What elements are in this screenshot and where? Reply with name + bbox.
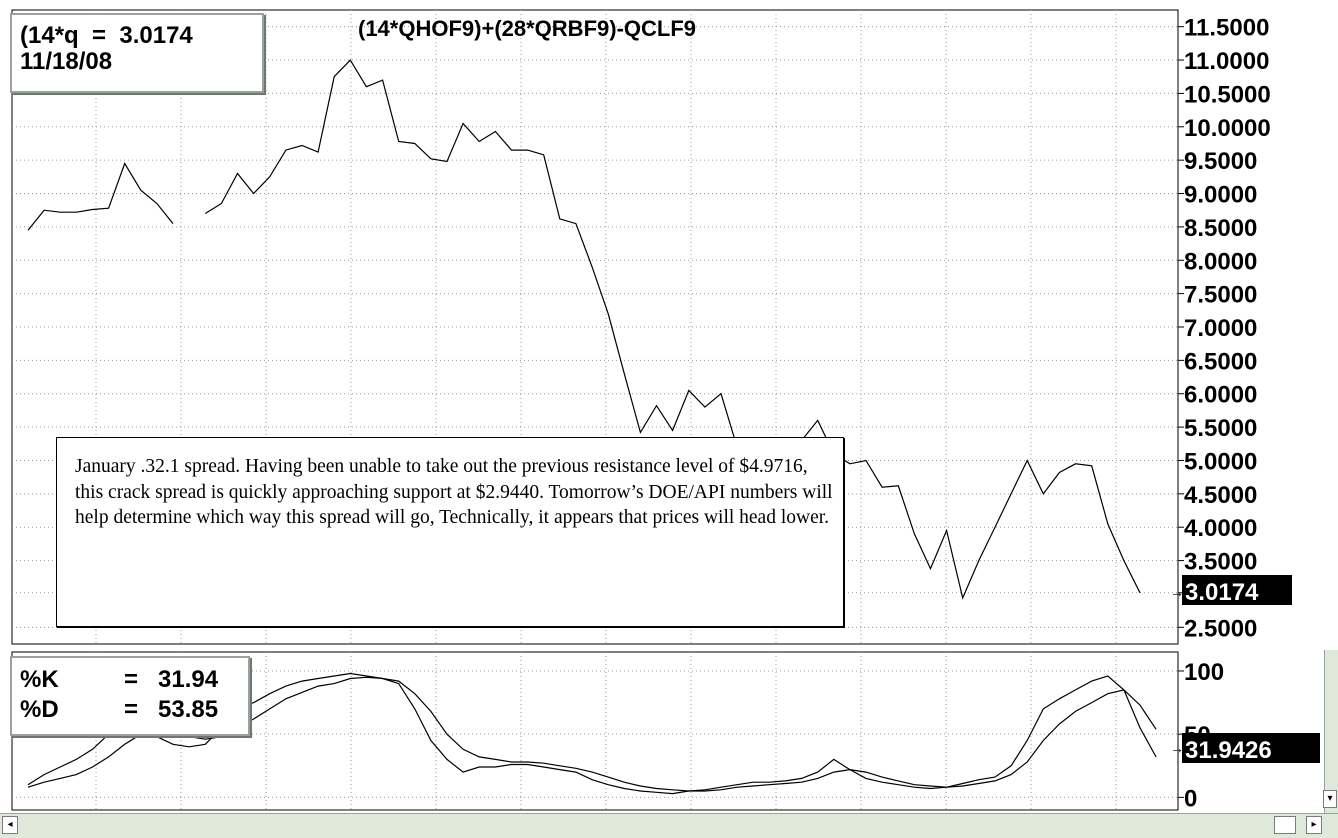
- d-label: %D: [20, 696, 59, 723]
- d-row: %D = 53.85: [20, 696, 218, 724]
- price-tick-label: 10.5000: [1184, 81, 1271, 108]
- k-row: %K = 31.94: [20, 666, 218, 694]
- stoch-last-arrow: →: [1170, 740, 1184, 756]
- price-tick-label: 7.5000: [1184, 282, 1257, 309]
- d-value: 53.85: [158, 696, 219, 723]
- horizontal-scrollbar[interactable]: ◂ ▸: [0, 813, 1338, 838]
- k-label: %K: [20, 666, 59, 693]
- price-series: [27, 59, 1141, 600]
- stoch-readout-box: %K = 31.94 %D = 53.85: [10, 656, 250, 736]
- chart-title: (14*QHOF9)+(28*QRBF9)-QCLF9: [358, 16, 696, 41]
- price-tick-label: 9.5000: [1184, 148, 1257, 175]
- price-tick-label: 5.0000: [1184, 448, 1257, 475]
- price-tick-label: 8.0000: [1184, 248, 1257, 275]
- price-tick-label: 8.5000: [1184, 215, 1257, 242]
- price-tick-label: 6.0000: [1184, 382, 1257, 409]
- price-tick-label: 6.5000: [1184, 348, 1257, 375]
- price-tick-label: 4.5000: [1184, 482, 1257, 509]
- k-value: 31.94: [158, 666, 219, 693]
- stoch-series-line-pct-d: [27, 676, 1157, 792]
- vertical-scrollbar[interactable]: ▾: [1323, 650, 1338, 813]
- price-readout-date: 11/18/08: [20, 48, 113, 75]
- stoch-tick-label: 100: [1184, 659, 1224, 686]
- price-tick-label: 10.0000: [1184, 115, 1271, 142]
- chevron-right-icon: ▸: [1311, 819, 1317, 830]
- annotation-text: January .32.1 spread. Having been unable…: [75, 456, 833, 528]
- price-tick-label: 9.0000: [1184, 182, 1257, 209]
- annotation-note: January .32.1 spread. Having been unable…: [56, 437, 844, 627]
- price-last-badge: → 3.0174: [1170, 575, 1292, 606]
- scroll-thumb[interactable]: [1274, 816, 1296, 834]
- k-eq: =: [124, 666, 139, 693]
- price-tick-label: 4.0000: [1184, 515, 1257, 542]
- price-tick-label: 7.0000: [1184, 315, 1257, 342]
- price-readout-line1: (14*q = 3.0174: [20, 22, 193, 49]
- chevron-left-icon: ◂: [7, 819, 13, 830]
- price-axis: 11.5000 11.0000 10.5000 10.0000 9.5000 9.0000…: [1178, 15, 1271, 642]
- scroll-track[interactable]: [22, 816, 1270, 834]
- d-eq: =: [124, 696, 139, 723]
- scroll-left-button[interactable]: ◂: [2, 816, 18, 834]
- price-readout-box: (14*q = 3.0174 11/18/08: [10, 13, 264, 93]
- scroll-right-button[interactable]: ▸: [1306, 816, 1322, 834]
- stoch-last-value: 31.9426: [1185, 737, 1272, 764]
- price-tick-label: 11.5000: [1184, 15, 1269, 42]
- price-last-value: 3.0174: [1185, 579, 1259, 606]
- price-last-arrow: →: [1170, 584, 1184, 600]
- stoch-last-badge: → 31.9426: [1170, 733, 1320, 764]
- scroll-down-button[interactable]: ▾: [1323, 790, 1337, 808]
- price-series-line-0: [27, 59, 1141, 600]
- price-tick-label: 2.5000: [1184, 615, 1257, 642]
- price-tick-label: 11.0000: [1184, 48, 1269, 75]
- chevron-down-icon: ▾: [1327, 793, 1333, 804]
- price-tick-label: 5.5000: [1184, 415, 1257, 442]
- stoch-tick-label: 0: [1184, 785, 1197, 812]
- price-tick-label: 3.5000: [1184, 549, 1257, 576]
